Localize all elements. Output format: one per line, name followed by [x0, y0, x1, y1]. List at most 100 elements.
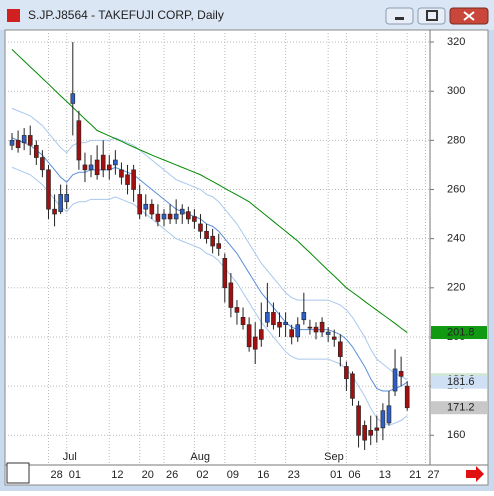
candle-body [210, 235, 215, 247]
candle-body [240, 316, 246, 325]
candle-body [161, 213, 167, 220]
x-tick-label: 16 [257, 469, 269, 481]
candle-body [392, 368, 398, 392]
candle-body [137, 194, 142, 215]
candle-body [380, 410, 386, 429]
candle-body [125, 174, 130, 185]
candle-body [149, 203, 155, 215]
candle-body [204, 230, 209, 239]
y-tick-label: 320 [447, 36, 465, 48]
moving-average-line [11, 137, 408, 392]
candle-body [167, 213, 173, 220]
y-tick-label: 300 [447, 85, 465, 97]
candle-body [386, 405, 392, 424]
candle-body [350, 373, 355, 399]
price-label-box [431, 375, 487, 389]
candle-body [64, 194, 70, 203]
candle-body [289, 329, 294, 338]
candle-body [113, 159, 118, 166]
month-label: Jul [63, 451, 77, 463]
price-label: 171.2 [447, 402, 475, 414]
month-label: Sep [324, 451, 344, 463]
x-tick-label: 26 [166, 469, 178, 481]
candle-body [398, 371, 404, 377]
y-tick-label: 240 [447, 233, 465, 245]
x-tick-label: 21 [409, 469, 421, 481]
minimize-button[interactable] [385, 7, 414, 25]
month-label: Aug [190, 451, 210, 463]
candle-body [277, 321, 282, 328]
x-tick-label: 02 [196, 469, 208, 481]
scroll-arrow[interactable] [466, 466, 484, 482]
moving-average-line [11, 166, 408, 426]
candle-body [106, 164, 112, 171]
x-tick-label: 09 [227, 469, 239, 481]
candle-body [271, 312, 276, 325]
candle-body [404, 385, 410, 409]
candle-body [192, 216, 197, 222]
candle-body [173, 213, 179, 220]
candle-body [21, 135, 27, 144]
candle-body [70, 93, 76, 104]
candle-body [368, 430, 374, 436]
candle-body [307, 326, 313, 329]
candle-body [143, 203, 149, 210]
candle-body [246, 324, 252, 348]
x-tick-label: 28 [50, 469, 62, 481]
y-tick-label: 280 [447, 134, 465, 146]
candle-body [228, 282, 234, 308]
candle-body [313, 326, 319, 333]
chart-area [4, 29, 489, 486]
candle-body [338, 341, 343, 357]
candle-body [258, 329, 264, 340]
price-label-box [431, 326, 487, 340]
candle-body [198, 223, 203, 232]
candle-body [362, 425, 367, 441]
maximize-button[interactable] [417, 7, 446, 25]
x-tick-label: 12 [111, 469, 123, 481]
price-label: 181.6 [447, 376, 475, 388]
candle-body [283, 321, 288, 325]
candle-body [331, 336, 337, 340]
close-button[interactable] [449, 7, 489, 25]
candle-body [94, 159, 100, 176]
x-tick-label: 13 [379, 469, 391, 481]
candle-body [100, 154, 106, 171]
x-tick-label: 01 [69, 469, 81, 481]
candle-body [88, 164, 94, 171]
candle-body [179, 208, 185, 215]
candle-body [252, 336, 258, 350]
candle-body [34, 144, 39, 158]
x-tick-label: 23 [288, 469, 300, 481]
candle-body [234, 307, 240, 313]
price-label-box [431, 401, 487, 415]
x-tick-label: 06 [348, 469, 360, 481]
candle-body [295, 324, 301, 338]
candle-body [52, 208, 57, 215]
window-title: S.JP.J8564 - TAKEFUJI CORP, Daily [28, 8, 224, 22]
x-tick-label: 27 [427, 469, 439, 481]
x-tick-label: 01 [330, 469, 342, 481]
candle-body [76, 120, 82, 161]
corner-box[interactable] [6, 462, 30, 484]
candle-body [9, 140, 15, 146]
moving-average-line [11, 49, 408, 333]
candle-body [222, 258, 228, 289]
candle-body [58, 194, 63, 212]
window-icon [7, 9, 20, 22]
candle-body [46, 169, 51, 210]
candle-body [374, 427, 380, 431]
x-tick-label: 20 [142, 469, 154, 481]
candle-body [15, 140, 21, 149]
candle-body [82, 164, 88, 171]
y-tick-label: 160 [447, 429, 465, 441]
candle-body [131, 169, 136, 190]
y-tick-label: 220 [447, 282, 465, 294]
candle-body [216, 243, 222, 249]
candle-body [319, 321, 325, 333]
candle-body [325, 331, 331, 335]
y-tick-label: 260 [447, 183, 465, 195]
candle-body [155, 213, 161, 222]
candle-body [265, 312, 270, 323]
